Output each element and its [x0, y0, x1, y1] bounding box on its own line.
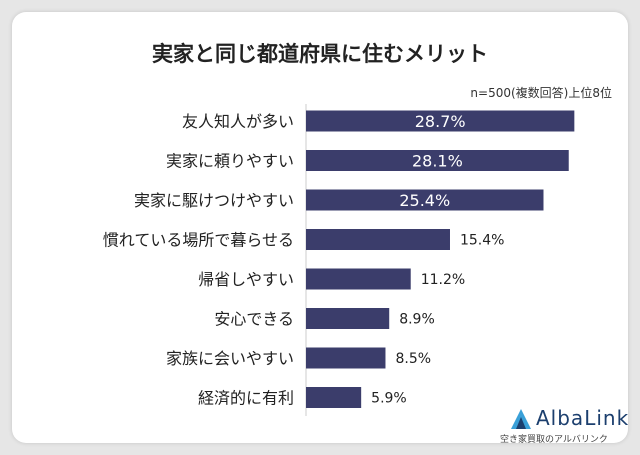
category-label: 帰省しやすい — [198, 270, 294, 289]
bar — [306, 110, 575, 132]
chart-card — [12, 12, 628, 443]
logo-name: AlbaLink — [536, 406, 630, 430]
category-label: 安心できる — [214, 310, 294, 329]
value-label: 5.9% — [371, 391, 407, 407]
sample-note: n=500(複数回答)上位8位 — [470, 86, 612, 100]
value-label: 11.2% — [421, 272, 465, 288]
bar — [306, 229, 450, 250]
bar — [306, 268, 411, 290]
chart-title: 実家と同じ都道府県に住むメリット — [152, 42, 488, 66]
albalink-logo: AlbaLink 空き家買取のアルバリンク — [492, 400, 628, 450]
bar — [306, 150, 569, 171]
bar — [306, 308, 390, 329]
category-label: 実家に駆けつけやすい — [134, 191, 294, 210]
value-label: 25.4% — [399, 191, 450, 210]
logo-tagline: 空き家買取のアルバリンク — [500, 435, 608, 445]
value-label: 15.4% — [460, 233, 504, 249]
category-label: 家族に会いやすい — [166, 349, 294, 368]
triangle-logo-icon — [511, 409, 531, 429]
bar — [306, 387, 362, 408]
value-label: 28.7% — [415, 112, 466, 131]
category-label: 経済的に有利 — [198, 389, 294, 408]
category-label: 慣れている場所で暮らせる — [103, 231, 294, 250]
value-label: 28.1% — [412, 152, 463, 171]
category-label: 友人知人が多い — [182, 112, 294, 131]
bar — [306, 189, 544, 211]
bar — [306, 347, 386, 369]
value-label: 8.9% — [399, 312, 435, 328]
value-label: 8.5% — [395, 351, 431, 367]
category-label: 実家に頼りやすい — [166, 152, 294, 171]
